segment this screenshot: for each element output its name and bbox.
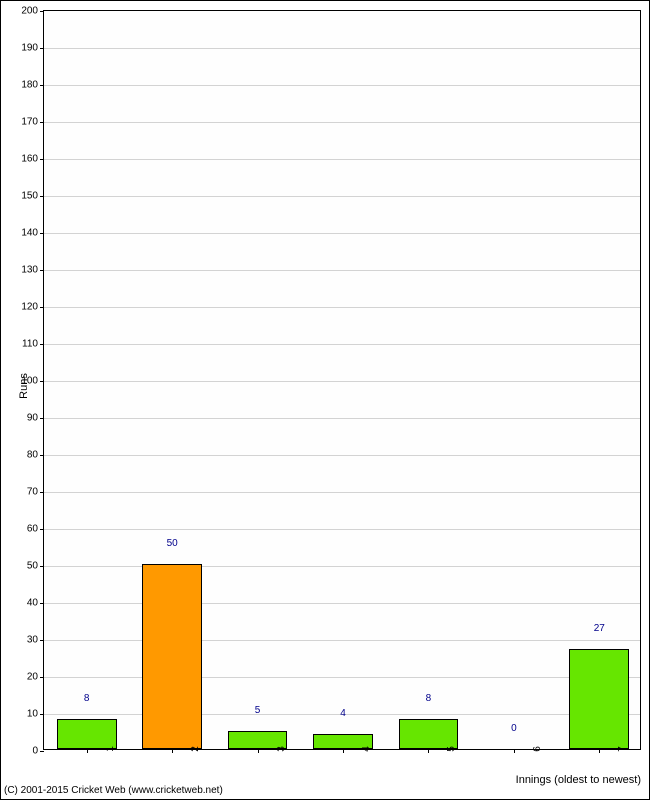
bar-value-label: 50	[167, 538, 178, 551]
y-tick-label: 170	[21, 117, 44, 128]
y-tick-label: 80	[27, 450, 44, 461]
bar-value-label: 4	[340, 708, 346, 721]
y-tick-label: 180	[21, 80, 44, 91]
y-tick-label: 40	[27, 598, 44, 609]
gridline	[44, 381, 640, 382]
y-tick-label: 50	[27, 561, 44, 572]
y-tick-label: 160	[21, 154, 44, 165]
gridline	[44, 344, 640, 345]
gridline	[44, 677, 640, 678]
x-axis-title: Innings (oldest to newest)	[516, 774, 641, 786]
gridline	[44, 122, 640, 123]
bar	[569, 649, 629, 749]
gridline	[44, 85, 640, 86]
copyright-text: (C) 2001-2015 Cricket Web (www.cricketwe…	[4, 785, 223, 796]
x-tick-label: 7	[599, 746, 628, 752]
gridline	[44, 418, 640, 419]
y-tick-label: 120	[21, 302, 44, 313]
gridline	[44, 270, 640, 271]
gridline	[44, 159, 640, 160]
gridline	[44, 640, 640, 641]
bar-value-label: 8	[426, 693, 432, 706]
chart-container: 0102030405060708090100110120130140150160…	[0, 0, 650, 800]
y-tick-label: 150	[21, 191, 44, 202]
gridline	[44, 566, 640, 567]
y-tick-label: 60	[27, 524, 44, 535]
bar-value-label: 8	[84, 693, 90, 706]
bar	[142, 564, 202, 749]
y-tick-label: 140	[21, 228, 44, 239]
x-tick-label: 2	[172, 746, 201, 752]
bar-value-label: 27	[594, 623, 605, 636]
plot-area: 0102030405060708090100110120130140150160…	[43, 10, 641, 750]
gridline	[44, 529, 640, 530]
y-axis-title: Runs	[18, 373, 30, 399]
gridline	[44, 48, 640, 49]
y-tick-label: 190	[21, 43, 44, 54]
gridline	[44, 603, 640, 604]
y-tick-label: 200	[21, 6, 44, 17]
y-tick-label: 90	[27, 413, 44, 424]
x-tick-label: 5	[428, 746, 457, 752]
bar	[399, 719, 459, 749]
y-tick-label: 130	[21, 265, 44, 276]
x-tick-label: 1	[87, 746, 116, 752]
gridline	[44, 307, 640, 308]
y-tick-label: 10	[27, 709, 44, 720]
x-tick-label: 3	[258, 746, 287, 752]
gridline	[44, 492, 640, 493]
gridline	[44, 455, 640, 456]
y-tick-label: 0	[32, 746, 44, 757]
x-tick-label: 4	[343, 746, 372, 752]
gridline	[44, 196, 640, 197]
x-tick-label: 6	[514, 746, 543, 752]
bar	[57, 719, 117, 749]
y-tick-label: 30	[27, 635, 44, 646]
bar-value-label: 5	[255, 705, 261, 718]
gridline	[44, 233, 640, 234]
y-tick-label: 110	[22, 339, 44, 350]
y-tick-label: 20	[27, 672, 44, 683]
bar-value-label: 0	[511, 723, 517, 736]
y-tick-label: 70	[27, 487, 44, 498]
